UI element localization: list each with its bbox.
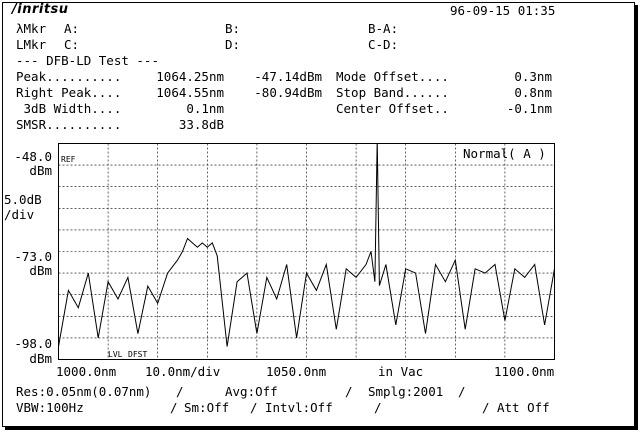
lambda-marker-b-a: B-A: bbox=[368, 21, 399, 36]
separator: / bbox=[250, 400, 258, 415]
separator: / bbox=[170, 400, 178, 415]
result-label-smsr: SMSR.......... bbox=[16, 117, 122, 132]
param-label-stop-band: Stop Band...... bbox=[336, 85, 449, 100]
result-value-3db-width: 0.1nm bbox=[186, 101, 224, 116]
separator: / bbox=[374, 400, 382, 415]
separator: / bbox=[345, 384, 353, 399]
lvl-label: LVL bbox=[108, 350, 123, 359]
y-bottom-unit: dBm bbox=[29, 351, 52, 366]
level-marker-c-d: C-D: bbox=[368, 37, 399, 52]
interval-setting: Intvl:Off bbox=[265, 400, 333, 415]
param-value-center-offset: -0.1nm bbox=[506, 101, 552, 116]
sampling-setting: Smplg:2001 bbox=[368, 384, 444, 399]
level-marker-c: C: bbox=[64, 37, 80, 52]
dfst-label: DFST bbox=[128, 350, 148, 359]
param-label-center-offset: Center Offset.. bbox=[336, 101, 449, 116]
level-marker-label: LMkr bbox=[16, 37, 47, 52]
x-start-label: 1000.0nm bbox=[56, 364, 117, 379]
result-label-peak: Peak.......... bbox=[16, 69, 122, 84]
spectrum-trace bbox=[58, 143, 555, 347]
param-label-mode-offset: Mode Offset.... bbox=[336, 69, 449, 84]
avg-setting: Avg:Off bbox=[225, 384, 278, 399]
attenuator-setting: Att Off bbox=[497, 400, 550, 415]
result-wl-right-peak: 1064.55nm bbox=[156, 85, 224, 100]
separator: / bbox=[482, 400, 490, 415]
ref-marker-label: REF bbox=[61, 155, 76, 164]
level-marker-d: D: bbox=[225, 37, 241, 52]
y-mid-unit: dBm bbox=[29, 263, 52, 278]
result-value-smsr: 33.8dB bbox=[178, 117, 224, 132]
vbw-setting: VBW:100Hz bbox=[16, 400, 84, 415]
x-stop-label: 1100.0nm bbox=[494, 364, 555, 379]
res-setting: Res:0.05nm(0.07nm) bbox=[16, 384, 152, 399]
param-value-mode-offset: 0.3nm bbox=[514, 69, 552, 84]
result-level-peak: -47.14dBm bbox=[254, 69, 322, 84]
trace-mode-label: Normal( A ) bbox=[463, 146, 546, 161]
lambda-marker-b: B: bbox=[225, 21, 241, 36]
lambda-marker-a: A: bbox=[64, 21, 80, 36]
spectrum-plot bbox=[58, 143, 555, 360]
result-label-right-peak: Right Peak.... bbox=[16, 85, 122, 100]
smoothing-setting: Sm:Off bbox=[184, 400, 230, 415]
test-title: --- DFB-LD Test --- bbox=[16, 53, 159, 68]
y-bottom-value: -98.0 bbox=[14, 336, 52, 351]
result-level-right-peak: -80.94dBm bbox=[254, 85, 322, 100]
param-value-stop-band: 0.8nm bbox=[514, 85, 552, 100]
anritsu-logo: /inritsu bbox=[12, 2, 69, 17]
y-top-unit: dBm bbox=[29, 163, 52, 178]
y-top-value: -48.0 bbox=[14, 149, 52, 164]
result-label-3db-width: 3dB Width.... bbox=[16, 101, 122, 116]
y-mid-value: -73.0 bbox=[14, 249, 52, 264]
x-medium-label: in Vac bbox=[378, 364, 424, 379]
lambda-marker-label: λMkr bbox=[16, 21, 47, 36]
datetime: 96-09-15 01:35 bbox=[450, 3, 556, 18]
x-center-label: 1050.0nm bbox=[266, 364, 327, 379]
y-scale-value: 5.0dB bbox=[4, 192, 42, 207]
y-scale-unit: /div bbox=[4, 207, 35, 222]
x-div-label: 10.0nm/div bbox=[145, 364, 221, 379]
separator: / bbox=[176, 384, 184, 399]
result-wl-peak: 1064.25nm bbox=[156, 69, 224, 84]
separator: / bbox=[458, 384, 466, 399]
plot-grid bbox=[58, 143, 555, 360]
